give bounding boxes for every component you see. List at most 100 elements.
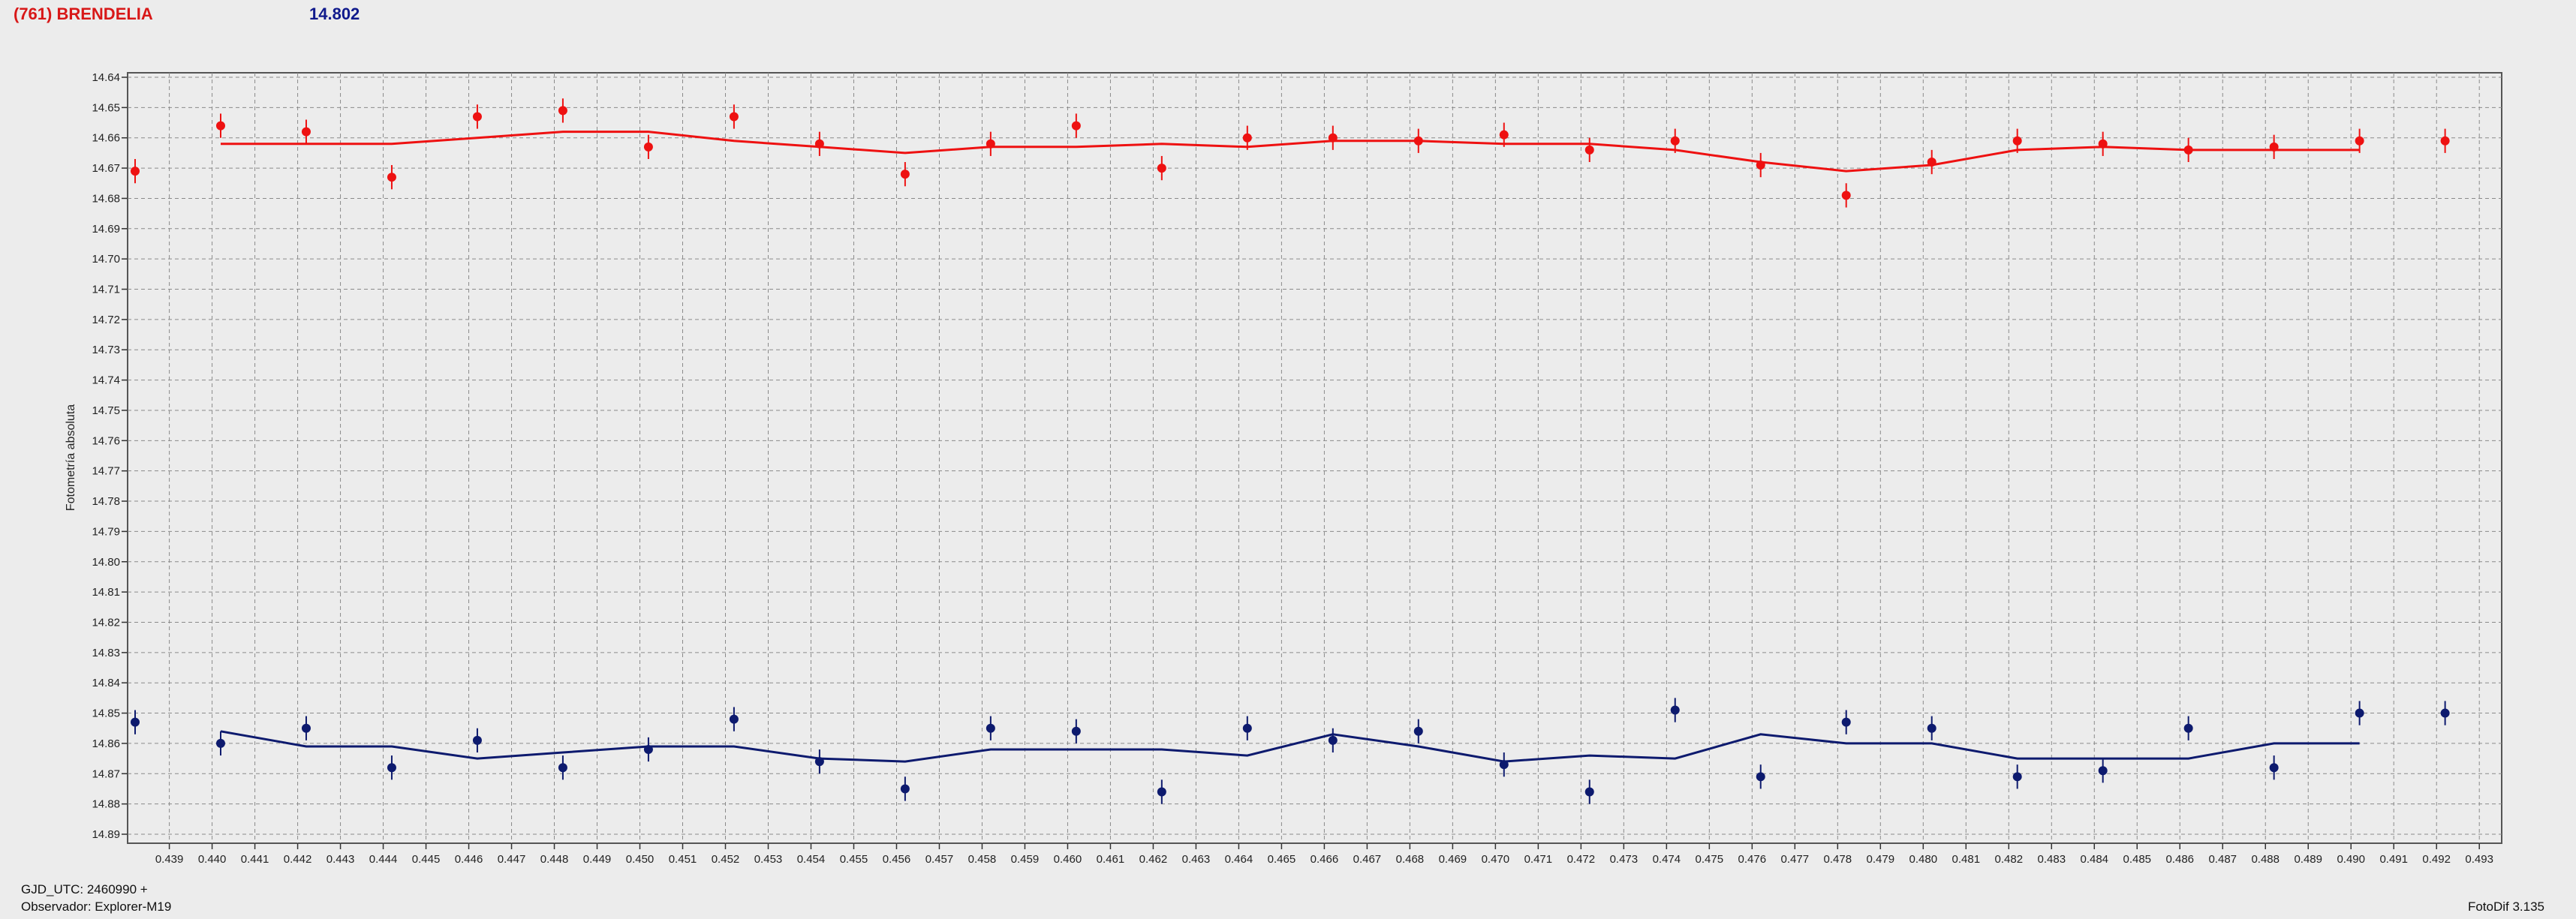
data-point bbox=[1670, 136, 1680, 146]
x-tick-label: 0.472 bbox=[1567, 853, 1596, 866]
x-tick-label: 0.461 bbox=[1097, 853, 1125, 866]
x-tick-label: 0.492 bbox=[2422, 853, 2451, 866]
series-2 bbox=[131, 698, 2450, 804]
data-point bbox=[2440, 136, 2450, 146]
data-point bbox=[1242, 133, 1252, 143]
fit-line bbox=[221, 131, 2360, 173]
x-axis-ticks: 0.439 0.440 0.441 0.442 0.443 0.444 0.445 0.446… bbox=[155, 843, 2493, 866]
data-point bbox=[131, 167, 140, 176]
x-tick-label: 0.476 bbox=[1738, 853, 1767, 866]
x-tick-label: 0.454 bbox=[797, 853, 826, 866]
data-point bbox=[900, 784, 910, 794]
data-point bbox=[1584, 145, 1594, 155]
x-tick-label: 0.444 bbox=[369, 853, 398, 866]
x-tick-label: 0.466 bbox=[1311, 853, 1339, 866]
data-point bbox=[2183, 723, 2193, 733]
data-point bbox=[215, 738, 225, 748]
data-point bbox=[2269, 142, 2279, 152]
x-tick-label: 0.491 bbox=[2379, 853, 2408, 866]
x-tick-label: 0.471 bbox=[1524, 853, 1553, 866]
x-tick-label: 0.473 bbox=[1610, 853, 1639, 866]
y-tick-label: 14.78 bbox=[92, 495, 120, 508]
y-tick-label: 14.75 bbox=[92, 404, 120, 417]
data-series bbox=[131, 98, 2450, 804]
observer-label: Observador: Explorer-M19 bbox=[21, 899, 172, 914]
data-point bbox=[2355, 136, 2364, 146]
y-tick-label: 14.76 bbox=[92, 434, 120, 447]
x-tick-label: 0.445 bbox=[412, 853, 441, 866]
x-tick-label: 0.474 bbox=[1653, 853, 1681, 866]
y-tick-label: 14.85 bbox=[92, 707, 120, 720]
y-tick-label: 14.87 bbox=[92, 767, 120, 780]
x-tick-label: 0.470 bbox=[1482, 853, 1510, 866]
data-point bbox=[1157, 787, 1166, 797]
x-tick-label: 0.493 bbox=[2465, 853, 2493, 866]
y-tick-label: 14.84 bbox=[92, 677, 120, 689]
x-tick-label: 0.478 bbox=[1824, 853, 1852, 866]
y-tick-label: 14.65 bbox=[92, 101, 120, 114]
y-tick-label: 14.74 bbox=[92, 374, 120, 387]
data-point bbox=[814, 139, 824, 149]
data-point bbox=[814, 757, 824, 767]
y-tick-label: 14.79 bbox=[92, 525, 120, 538]
data-point bbox=[986, 139, 995, 149]
x-tick-label: 0.467 bbox=[1353, 853, 1382, 866]
data-point bbox=[387, 173, 396, 182]
data-point bbox=[1499, 760, 1509, 770]
data-point bbox=[2269, 763, 2279, 773]
data-point bbox=[1841, 191, 1851, 200]
data-point bbox=[1413, 136, 1423, 146]
data-point bbox=[986, 723, 995, 733]
data-point bbox=[1927, 158, 1937, 167]
data-point bbox=[643, 744, 653, 754]
x-tick-label: 0.446 bbox=[455, 853, 483, 866]
x-tick-label: 0.456 bbox=[883, 853, 911, 866]
y-tick-label: 14.67 bbox=[92, 162, 120, 175]
x-tick-label: 0.439 bbox=[155, 853, 184, 866]
x-tick-label: 0.458 bbox=[968, 853, 997, 866]
data-point bbox=[387, 763, 396, 773]
x-tick-label: 0.449 bbox=[583, 853, 612, 866]
plot-area bbox=[127, 72, 2502, 844]
x-tick-label: 0.448 bbox=[540, 853, 569, 866]
y-tick-label: 14.72 bbox=[92, 314, 120, 326]
x-tick-label: 0.465 bbox=[1268, 853, 1296, 866]
x-tick-label: 0.451 bbox=[669, 853, 697, 866]
data-point bbox=[1756, 161, 1765, 170]
data-point bbox=[472, 112, 482, 122]
x-tick-label: 0.450 bbox=[626, 853, 655, 866]
x-tick-label: 0.441 bbox=[241, 853, 269, 866]
data-point bbox=[301, 723, 311, 733]
data-point bbox=[1071, 726, 1081, 736]
data-point bbox=[1670, 705, 1680, 715]
y-tick-label: 14.70 bbox=[92, 253, 120, 266]
data-point bbox=[2355, 708, 2364, 718]
x-tick-label: 0.484 bbox=[2080, 853, 2108, 866]
y-tick-label: 14.88 bbox=[92, 798, 120, 811]
version-label: FotoDif 3.135 bbox=[2467, 899, 2544, 914]
y-tick-label: 14.89 bbox=[92, 828, 120, 841]
data-point bbox=[643, 142, 653, 152]
data-point bbox=[2183, 145, 2193, 155]
x-tick-label: 0.464 bbox=[1225, 853, 1253, 866]
y-tick-label: 14.82 bbox=[92, 616, 120, 629]
data-point bbox=[1756, 772, 1765, 782]
x-tick-label: 0.480 bbox=[1909, 853, 1938, 866]
x-tick-label: 0.462 bbox=[1139, 853, 1168, 866]
data-point bbox=[558, 763, 567, 773]
data-point bbox=[472, 735, 482, 745]
x-tick-label: 0.482 bbox=[1995, 853, 2024, 866]
data-point bbox=[2098, 139, 2108, 149]
x-tick-label: 0.469 bbox=[1439, 853, 1467, 866]
x-tick-label: 0.483 bbox=[2038, 853, 2066, 866]
x-tick-label: 0.455 bbox=[840, 853, 868, 866]
y-tick-label: 14.83 bbox=[92, 647, 120, 659]
y-tick-label: 14.80 bbox=[92, 556, 120, 569]
data-point bbox=[729, 714, 739, 724]
data-point bbox=[1328, 735, 1338, 745]
y-tick-label: 14.81 bbox=[92, 586, 120, 599]
data-point bbox=[131, 717, 140, 727]
magnitude-value: 14.802 bbox=[309, 5, 360, 23]
x-tick-label: 0.468 bbox=[1396, 853, 1425, 866]
